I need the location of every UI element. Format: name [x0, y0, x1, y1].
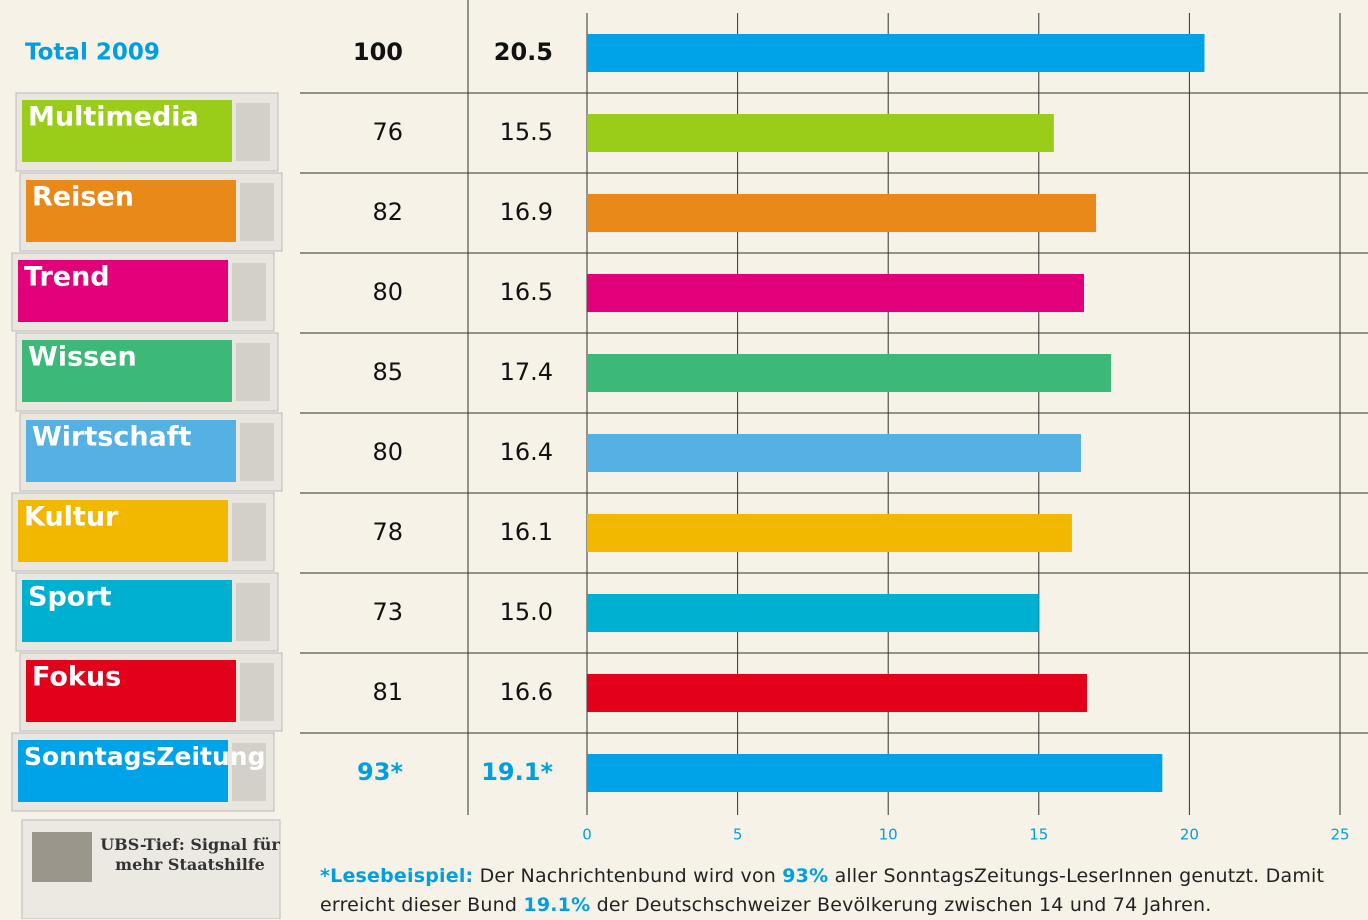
category-label: Multimedia	[28, 102, 199, 133]
index-label: 78	[372, 518, 403, 546]
value-label: 16.5	[500, 278, 553, 306]
index-label: 80	[372, 438, 403, 466]
value-label: 15.5	[500, 118, 553, 146]
bar	[587, 514, 1072, 552]
category-label: Fokus	[32, 662, 121, 693]
footnote-emphasis: 93%	[782, 865, 828, 887]
category-label: Reisen	[32, 182, 134, 213]
category-label: Sport	[28, 582, 112, 613]
value-label: 16.9	[500, 198, 553, 226]
bar	[587, 274, 1084, 312]
bar	[587, 114, 1054, 152]
thumbnail-column	[236, 103, 270, 161]
thumbnail-column	[240, 183, 274, 241]
cover-photo	[32, 832, 92, 882]
thumbnail-column	[240, 663, 274, 721]
index-label: 82	[372, 198, 403, 226]
index-label: 81	[372, 678, 403, 706]
category-label: Wirtschaft	[32, 422, 192, 453]
bar	[587, 354, 1111, 392]
footnote-emphasis: *Lesebeispiel:	[320, 865, 473, 887]
cover-headline-line: UBS-Tief: Signal für	[100, 835, 280, 854]
value-label: 17.4	[500, 358, 553, 386]
index-label: 100	[353, 38, 403, 66]
category-label: Total 2009	[25, 40, 160, 66]
footnote-text: Der Nachrichtenbund wird von	[473, 865, 782, 887]
value-label: 16.4	[500, 438, 553, 466]
thumbnail-column	[240, 423, 274, 481]
x-tick-label: 0	[582, 826, 592, 844]
cover-headline-line: mehr Staatshilfe	[115, 855, 265, 874]
x-tick-label: 20	[1180, 826, 1199, 844]
bar	[587, 754, 1162, 792]
index-label: 85	[372, 358, 403, 386]
index-label: 73	[372, 598, 403, 626]
category-label: Trend	[24, 262, 110, 293]
chart: 0 5 10 15 20 25 Total 2009 Multimedia Reisen Tren…	[0, 0, 1368, 919]
value-label: 15.0	[500, 598, 553, 626]
x-tick-label: 10	[879, 826, 898, 844]
category-label: Kultur	[24, 502, 119, 533]
thumbnail-column	[232, 263, 266, 321]
thumbnail-column	[236, 583, 270, 641]
category-label: Wissen	[28, 342, 137, 373]
x-tick-label: 5	[733, 826, 743, 844]
x-tick-label: 25	[1330, 826, 1349, 844]
bar	[587, 674, 1087, 712]
bar	[587, 194, 1096, 232]
index-label: 76	[372, 118, 403, 146]
thumbnail-column	[232, 503, 266, 561]
value-label: 19.1*	[481, 758, 553, 786]
index-label: 80	[372, 278, 403, 306]
value-label: 16.6	[500, 678, 553, 706]
category-label: SonntagsZeitung	[24, 742, 265, 771]
value-label: 16.1	[500, 518, 553, 546]
footnote-emphasis: 19.1%	[523, 894, 590, 916]
x-tick-label: 15	[1029, 826, 1048, 844]
page: 0 5 10 15 20 25 Total 2009 Multimedia Reisen Tren…	[0, 0, 1368, 919]
thumbnail-column	[236, 343, 270, 401]
bar	[587, 434, 1081, 472]
bar	[587, 34, 1204, 72]
index-label: 93*	[357, 758, 403, 786]
bar	[587, 594, 1039, 632]
footnote-text: der Deutschschweizer Bevölkerung zwische…	[590, 894, 1211, 916]
footnote: *Lesebeispiel: Der Nachrichtenbund wird …	[320, 862, 1360, 920]
value-label: 20.5	[494, 38, 553, 66]
